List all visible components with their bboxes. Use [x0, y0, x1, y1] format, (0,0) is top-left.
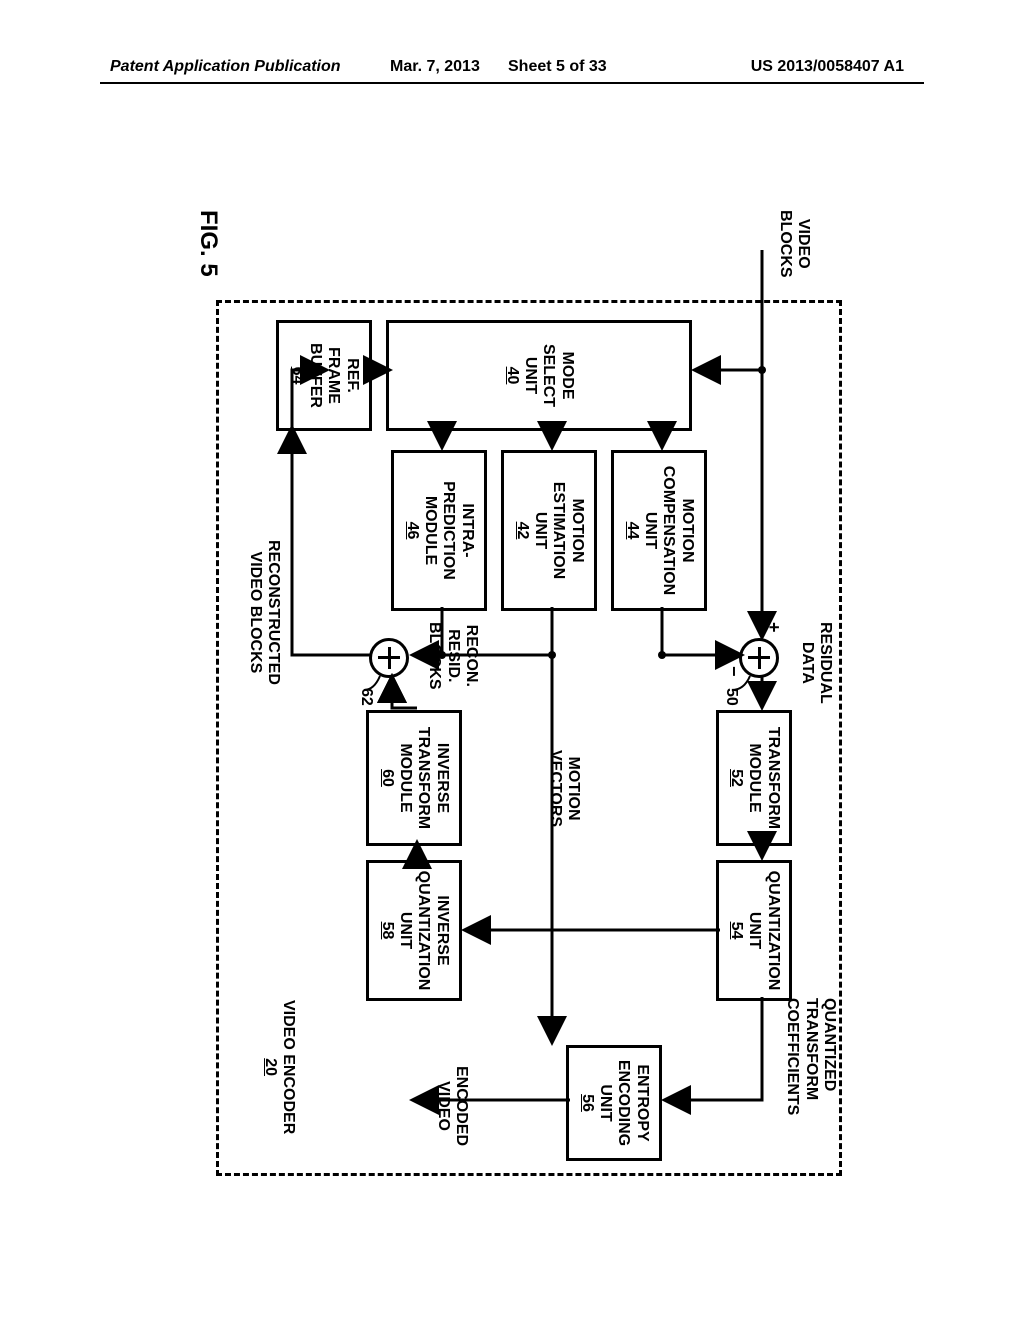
header-publication: Patent Application Publication [110, 58, 341, 76]
header-sheet: Sheet 5 of 33 [508, 58, 607, 76]
wiring [162, 190, 862, 1190]
figure-label: FIG. 5 [194, 210, 222, 277]
header-docnum: US 2013/0058407 A1 [751, 58, 904, 76]
diagram: VIDEOBLOCKS RESIDUALDATA QUANTIZEDTRANSF… [162, 190, 862, 1190]
diagram-rotated-wrapper: VIDEOBLOCKS RESIDUALDATA QUANTIZEDTRANSF… [162, 190, 862, 1190]
header-rule [100, 82, 924, 84]
page: Patent Application Publication Mar. 7, 2… [0, 0, 1024, 1320]
header-date: Mar. 7, 2013 [390, 58, 480, 76]
